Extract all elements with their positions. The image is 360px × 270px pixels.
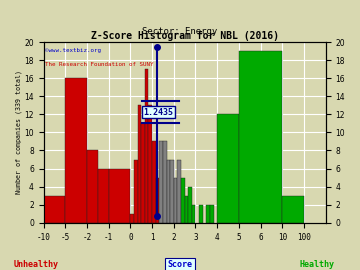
Bar <box>239 51 282 223</box>
Bar <box>159 141 163 223</box>
Bar <box>177 160 181 223</box>
Bar <box>170 160 174 223</box>
Y-axis label: Number of companies (339 total): Number of companies (339 total) <box>15 70 22 194</box>
Bar <box>210 205 213 223</box>
Bar <box>134 160 138 223</box>
Text: Sector: Energy: Sector: Energy <box>142 27 218 36</box>
Text: Unhealthy: Unhealthy <box>14 260 58 269</box>
Bar <box>141 123 145 223</box>
Bar <box>192 205 195 223</box>
Bar <box>217 114 239 223</box>
Bar <box>109 168 130 223</box>
Title: Z-Score Histogram for NBL (2016): Z-Score Histogram for NBL (2016) <box>91 31 279 41</box>
Bar <box>174 178 177 223</box>
Bar <box>181 178 185 223</box>
Bar <box>188 187 192 223</box>
Bar <box>148 105 152 223</box>
Bar <box>163 141 167 223</box>
Text: 1.2435: 1.2435 <box>143 107 173 117</box>
Bar <box>138 105 141 223</box>
Bar <box>152 141 156 223</box>
Bar <box>87 150 98 223</box>
Bar <box>98 168 109 223</box>
Text: ©www.textbiz.org: ©www.textbiz.org <box>45 48 101 53</box>
Bar <box>65 78 87 223</box>
Bar <box>206 205 210 223</box>
Bar <box>282 196 304 223</box>
Text: Score: Score <box>167 260 193 269</box>
Bar <box>44 196 65 223</box>
Bar <box>199 205 203 223</box>
Bar <box>156 178 159 223</box>
Bar <box>167 160 170 223</box>
Bar <box>130 214 134 223</box>
Bar <box>145 69 148 223</box>
Text: Healthy: Healthy <box>299 260 334 269</box>
Bar <box>185 196 188 223</box>
Text: The Research Foundation of SUNY: The Research Foundation of SUNY <box>45 62 153 67</box>
